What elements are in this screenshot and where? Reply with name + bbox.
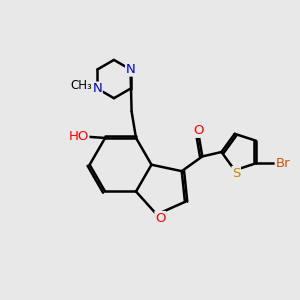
Text: O: O — [194, 124, 204, 137]
Text: O: O — [155, 212, 166, 224]
Text: S: S — [232, 167, 240, 180]
Text: Br: Br — [275, 157, 290, 170]
Text: N: N — [92, 82, 102, 95]
Text: CH₃: CH₃ — [70, 79, 92, 92]
Text: HO: HO — [68, 130, 89, 143]
Text: N: N — [126, 63, 135, 76]
